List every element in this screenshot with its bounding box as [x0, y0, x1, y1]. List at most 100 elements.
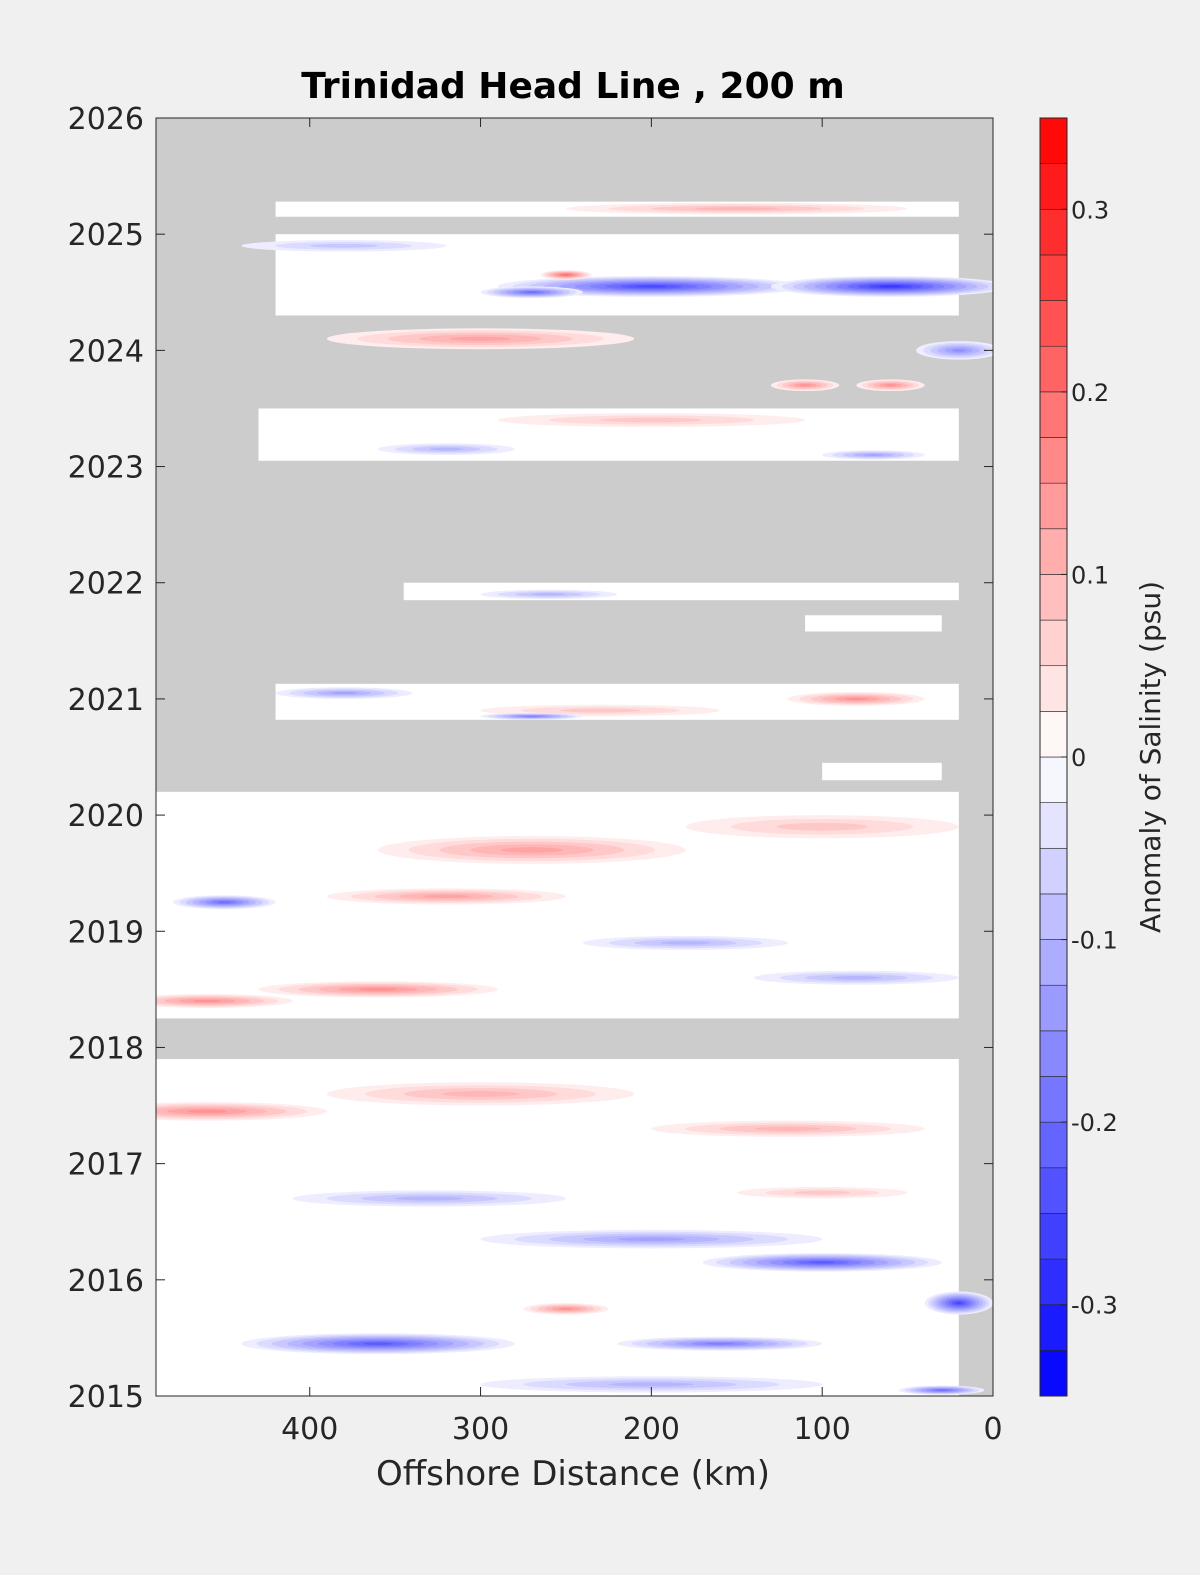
- anomaly-contour: [776, 822, 868, 831]
- anomaly-contour: [362, 1342, 394, 1345]
- colorbar-cell: [1039, 574, 1068, 621]
- colorbar-tick-label: 0.2: [1071, 379, 1109, 407]
- anomaly-contour: [951, 348, 966, 352]
- anomaly-feature-8: [856, 379, 925, 392]
- anomaly-feature-1: [770, 276, 993, 297]
- anomaly-contour: [187, 1109, 228, 1113]
- colorbar-cell: [1039, 528, 1068, 575]
- anomaly-feature-6: [916, 341, 993, 360]
- colorbar-cell: [1039, 893, 1068, 940]
- chart-title: Trinidad Head Line , 200 m: [301, 66, 844, 107]
- anomaly-feature-31: [702, 1253, 942, 1272]
- anomaly-contour: [617, 1237, 686, 1242]
- anomaly-feature-24: [583, 935, 789, 950]
- data-band-6: [822, 762, 942, 781]
- y-tick-label: 2019: [68, 915, 144, 950]
- anomaly-feature-2: [480, 286, 584, 299]
- colorbar-tick-label: -0.2: [1071, 1109, 1118, 1137]
- anomaly-feature-35: [523, 1303, 609, 1315]
- colorbar-cell: [1039, 300, 1068, 347]
- anomaly-contour: [884, 384, 897, 387]
- colorbar-cell: [1039, 163, 1068, 210]
- data-band-4: [805, 615, 942, 632]
- anomaly-contour: [753, 1126, 823, 1131]
- anomaly-contour: [524, 715, 540, 717]
- anomaly-contour: [955, 1301, 963, 1305]
- anomaly-contour: [395, 1196, 464, 1201]
- anomaly-contour: [330, 691, 358, 695]
- colorbar: 0.3 0.2 0.1 0 -0.1 -0.2 -0.3 Anomaly of Salini…: [1039, 117, 1167, 1397]
- colorbar-cell: [1039, 482, 1068, 530]
- anomaly-contour: [501, 847, 563, 853]
- colorbar-cell: [1039, 847, 1068, 895]
- anomaly-feature-19: [173, 895, 276, 910]
- anomaly-contour: [705, 1342, 735, 1345]
- anomaly-contour: [309, 243, 379, 248]
- anomaly-contour: [429, 447, 464, 451]
- plot-area: [156, 118, 993, 1396]
- anomaly-feature-12: [565, 202, 908, 215]
- colorbar-cell: [1039, 756, 1068, 803]
- anomaly-contour: [879, 285, 902, 288]
- colorbar-cells: [1039, 117, 1068, 1397]
- colorbar-cell: [1039, 1121, 1068, 1169]
- colorbar-cell: [1039, 1304, 1068, 1351]
- anomaly-features: [156, 202, 993, 1395]
- colorbar-tick-label: 0.3: [1071, 196, 1109, 224]
- anomaly-feature-21: [258, 981, 498, 998]
- anomaly-contour: [635, 285, 667, 288]
- colorbar-cell: [1039, 711, 1068, 758]
- anomaly-contour: [799, 384, 811, 387]
- colorbar-tick-label: 0: [1071, 744, 1086, 772]
- colorbar-cell: [1039, 208, 1068, 256]
- anomaly-contour: [808, 1261, 836, 1264]
- anomaly-feature-37: [899, 1385, 985, 1395]
- anomaly-contour: [558, 1307, 574, 1310]
- y-tick-label: 2025: [68, 218, 144, 253]
- anomaly-contour: [844, 697, 868, 701]
- colorbar-cell: [1039, 1350, 1068, 1397]
- anomaly-feature-26: [156, 1102, 327, 1121]
- colorbar-cell: [1039, 802, 1068, 849]
- anomaly-contour: [217, 901, 231, 904]
- anomaly-contour: [936, 1389, 948, 1391]
- colorbar-cell: [1039, 665, 1068, 712]
- anomaly-contour: [525, 291, 539, 293]
- x-tick-label: 200: [623, 1412, 680, 1447]
- x-axis-label: Offshore Distance (km): [376, 1454, 770, 1494]
- y-tick-label: 2015: [68, 1380, 144, 1415]
- colorbar-cell: [1039, 619, 1068, 667]
- y-tick-label: 2020: [68, 799, 144, 834]
- y-tick-label: 2021: [68, 683, 144, 718]
- colorbar-cell: [1039, 391, 1068, 438]
- colorbar-tick-label: -0.3: [1071, 1292, 1118, 1320]
- colorbar-cell: [1039, 117, 1068, 164]
- anomaly-feature-25: [753, 970, 959, 985]
- anomaly-contour: [560, 708, 640, 713]
- anomaly-feature-17: [480, 589, 618, 599]
- anomaly-contour: [193, 999, 222, 1003]
- anomaly-contour: [608, 1382, 695, 1387]
- anomaly-feature-18: [378, 836, 686, 864]
- colorbar-tick-label: 0.1: [1071, 561, 1109, 589]
- colorbar-cell: [1039, 1167, 1068, 1214]
- y-tick-label: 2023: [68, 451, 144, 486]
- anomaly-contour: [562, 274, 570, 276]
- colorbar-cell: [1039, 984, 1068, 1032]
- colorbar-cell: [1039, 939, 1068, 986]
- y-tick-label: 2016: [68, 1264, 144, 1299]
- anomaly-feature-5: [326, 328, 635, 350]
- anomaly-feature-32: [241, 1333, 515, 1355]
- anomaly-contour: [358, 988, 398, 991]
- x-tick-label: 300: [452, 1412, 509, 1447]
- anomaly-contour: [863, 453, 884, 456]
- y-tick-label: 2026: [68, 102, 144, 137]
- anomaly-feature-27: [326, 1082, 635, 1106]
- anomaly-contour: [793, 1190, 851, 1195]
- anomaly-contour: [531, 593, 566, 596]
- anomaly-feature-23: [685, 815, 959, 839]
- colorbar-label: Anomaly of Salinity (psu): [1134, 581, 1167, 933]
- colorbar-cell: [1039, 1030, 1068, 1077]
- anomaly-feature-28: [651, 1120, 925, 1137]
